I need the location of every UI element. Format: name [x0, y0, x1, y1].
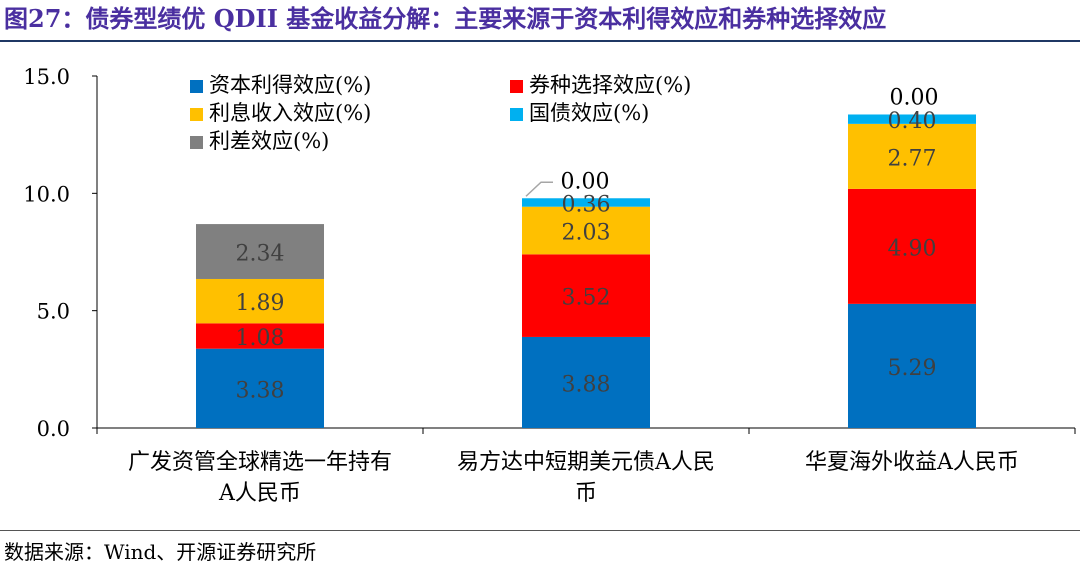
bar-segment — [848, 188, 976, 304]
data-label: 1.08 — [236, 326, 285, 351]
bar-segment — [522, 336, 650, 428]
category-label: 币 — [575, 481, 597, 506]
leader-line — [525, 181, 553, 197]
category-label: 易方达中短期美元债A人民 — [457, 450, 715, 475]
legend-swatch — [190, 108, 203, 121]
bar-segment — [848, 303, 976, 428]
data-label: 4.90 — [888, 236, 937, 261]
category-label: A人民币 — [218, 481, 301, 506]
category-label: 华夏海外收益A人民币 — [805, 450, 1019, 475]
data-label: 3.52 — [562, 286, 611, 311]
title-rule — [0, 40, 1080, 42]
bar-segment — [196, 323, 324, 349]
axis-layer: 0.0 5.0 10.0 15.0 广发资管全球精选一年持有 A人民币 易方达中短期美元债A… — [23, 65, 1076, 506]
data-label: 2.03 — [562, 221, 611, 246]
bar-segment — [522, 254, 650, 337]
legend-swatch — [510, 108, 523, 121]
y-tick-label: 5.0 — [37, 300, 70, 324]
category-label: 广发资管全球精选一年持有 — [128, 450, 392, 475]
data-label: 1.89 — [236, 291, 285, 316]
legend-label: 资本利得效应(%) — [209, 73, 371, 97]
legend-swatch — [190, 80, 203, 93]
legend-label: 利息收入效应(%) — [209, 101, 371, 125]
bar-segment — [522, 198, 650, 207]
source-note: 数据来源：Wind、开源证券研究所 — [4, 540, 317, 564]
data-label: 3.38 — [236, 378, 285, 403]
stacked-bar-chart: 0.0 5.0 10.0 15.0 广发资管全球精选一年持有 A人民币 易方达中短期美元债A… — [23, 65, 1076, 506]
bar-segment — [848, 114, 976, 124]
bar-segment — [848, 123, 976, 189]
bottom-rule — [0, 530, 1080, 531]
y-tick-label: 15.0 — [23, 65, 70, 89]
data-label: 0.00 — [890, 85, 939, 110]
data-label: 2.34 — [236, 242, 285, 267]
bar-segment — [522, 206, 650, 255]
bar-layer: 3.381.081.892.343.883.522.030.360.005.29… — [196, 85, 976, 428]
legend-swatch — [510, 80, 523, 93]
legend: 资本利得效应(%) 券种选择效应(%) 利息收入效应(%) 国债效应(%) 利差效应(%… — [190, 73, 691, 153]
data-label: 0.00 — [561, 169, 610, 194]
bar-segment — [196, 348, 324, 428]
data-label: 0.40 — [888, 109, 937, 134]
data-label: 2.77 — [888, 146, 937, 171]
y-tick-label: 10.0 — [23, 182, 70, 206]
legend-label: 券种选择效应(%) — [529, 73, 691, 97]
legend-swatch — [190, 136, 203, 149]
y-tick-label: 0.0 — [37, 417, 70, 441]
data-label: 0.36 — [562, 192, 611, 217]
data-label: 3.88 — [562, 372, 611, 397]
data-label: 5.29 — [888, 356, 937, 381]
figure-title: 图27：债券型绩优 QDII 基金收益分解：主要来源于资本利得效应和券种选择效应 — [4, 4, 887, 33]
bar-segment — [196, 278, 324, 324]
bar-segment — [196, 224, 324, 279]
legend-label: 利差效应(%) — [209, 129, 329, 153]
legend-label: 国债效应(%) — [529, 101, 649, 125]
